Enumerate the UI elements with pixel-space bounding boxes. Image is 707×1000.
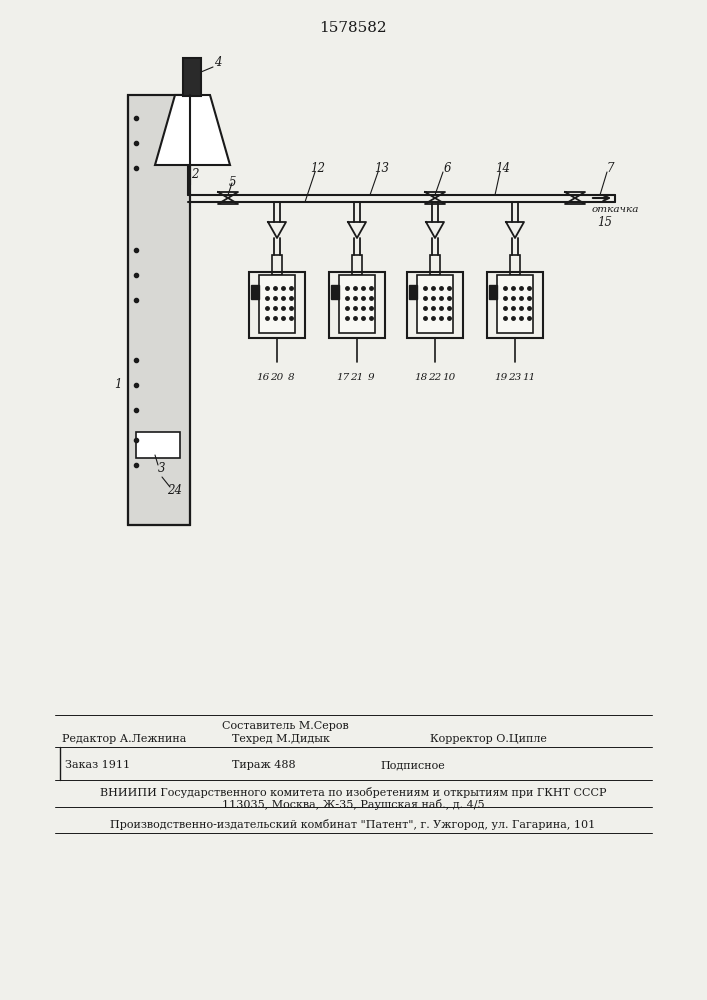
Text: ВНИИПИ Государственного комитета по изобретениям и открытиям при ГКНТ СССР: ВНИИПИ Государственного комитета по изоб…: [100, 786, 606, 798]
Text: 11: 11: [522, 373, 536, 382]
Text: Производственно-издательский комбинат "Патент", г. Ужгород, ул. Гагарина, 101: Производственно-издательский комбинат "П…: [110, 820, 595, 830]
Text: 24: 24: [168, 484, 182, 496]
Text: 7: 7: [606, 161, 614, 174]
Text: 21: 21: [351, 373, 363, 382]
Bar: [259, 275, 295, 333]
Bar: [409, 285, 417, 299]
Text: 8: 8: [288, 373, 294, 382]
Text: 9: 9: [368, 373, 374, 382]
Bar: [339, 275, 375, 333]
Bar: [497, 275, 533, 333]
Bar: [249, 272, 305, 338]
Text: 4: 4: [214, 56, 222, 70]
Text: 20: 20: [270, 373, 284, 382]
Bar: [128, 95, 190, 525]
Text: Составитель М.Серов: Составитель М.Серов: [221, 721, 349, 731]
Bar: [136, 432, 180, 458]
Text: откачка: откачка: [592, 206, 639, 215]
Bar: [331, 285, 339, 299]
Text: 19: 19: [494, 373, 508, 382]
Bar: [430, 255, 440, 275]
Text: Подписное: Подписное: [380, 760, 445, 770]
Text: 3: 3: [158, 462, 165, 475]
Bar: [329, 272, 385, 338]
Bar: [407, 272, 463, 338]
Bar: [489, 285, 497, 299]
Text: 23: 23: [508, 373, 522, 382]
Text: Заказ 1911: Заказ 1911: [65, 760, 130, 770]
Text: Корректор О.Ципле: Корректор О.Ципле: [430, 734, 547, 744]
Text: 2: 2: [192, 168, 199, 182]
Bar: [128, 95, 190, 525]
Text: 15: 15: [597, 217, 612, 230]
Text: 12: 12: [310, 161, 325, 174]
Text: 113035, Москва, Ж-35, Раушская наб., д. 4/5: 113035, Москва, Ж-35, Раушская наб., д. …: [222, 800, 484, 810]
Text: 1: 1: [115, 378, 122, 391]
Text: Редактор А.Лежнина: Редактор А.Лежнина: [62, 734, 187, 744]
Text: Техред М.Дидык: Техред М.Дидык: [232, 734, 330, 744]
Text: 22: 22: [428, 373, 442, 382]
Text: 6: 6: [443, 161, 451, 174]
Text: 10: 10: [443, 373, 455, 382]
Text: 16: 16: [257, 373, 269, 382]
Bar: [251, 285, 259, 299]
Polygon shape: [155, 95, 230, 165]
Bar: [510, 255, 520, 275]
Text: 18: 18: [414, 373, 428, 382]
Text: 17: 17: [337, 373, 350, 382]
Text: 1578582: 1578582: [319, 21, 387, 35]
Bar: [272, 255, 282, 275]
Text: 13: 13: [375, 161, 390, 174]
Bar: [487, 272, 543, 338]
Bar: [183, 58, 201, 96]
Text: Тираж 488: Тираж 488: [232, 760, 296, 770]
Text: 5: 5: [228, 176, 235, 190]
Bar: [352, 255, 362, 275]
Text: 14: 14: [496, 161, 510, 174]
Bar: [417, 275, 453, 333]
